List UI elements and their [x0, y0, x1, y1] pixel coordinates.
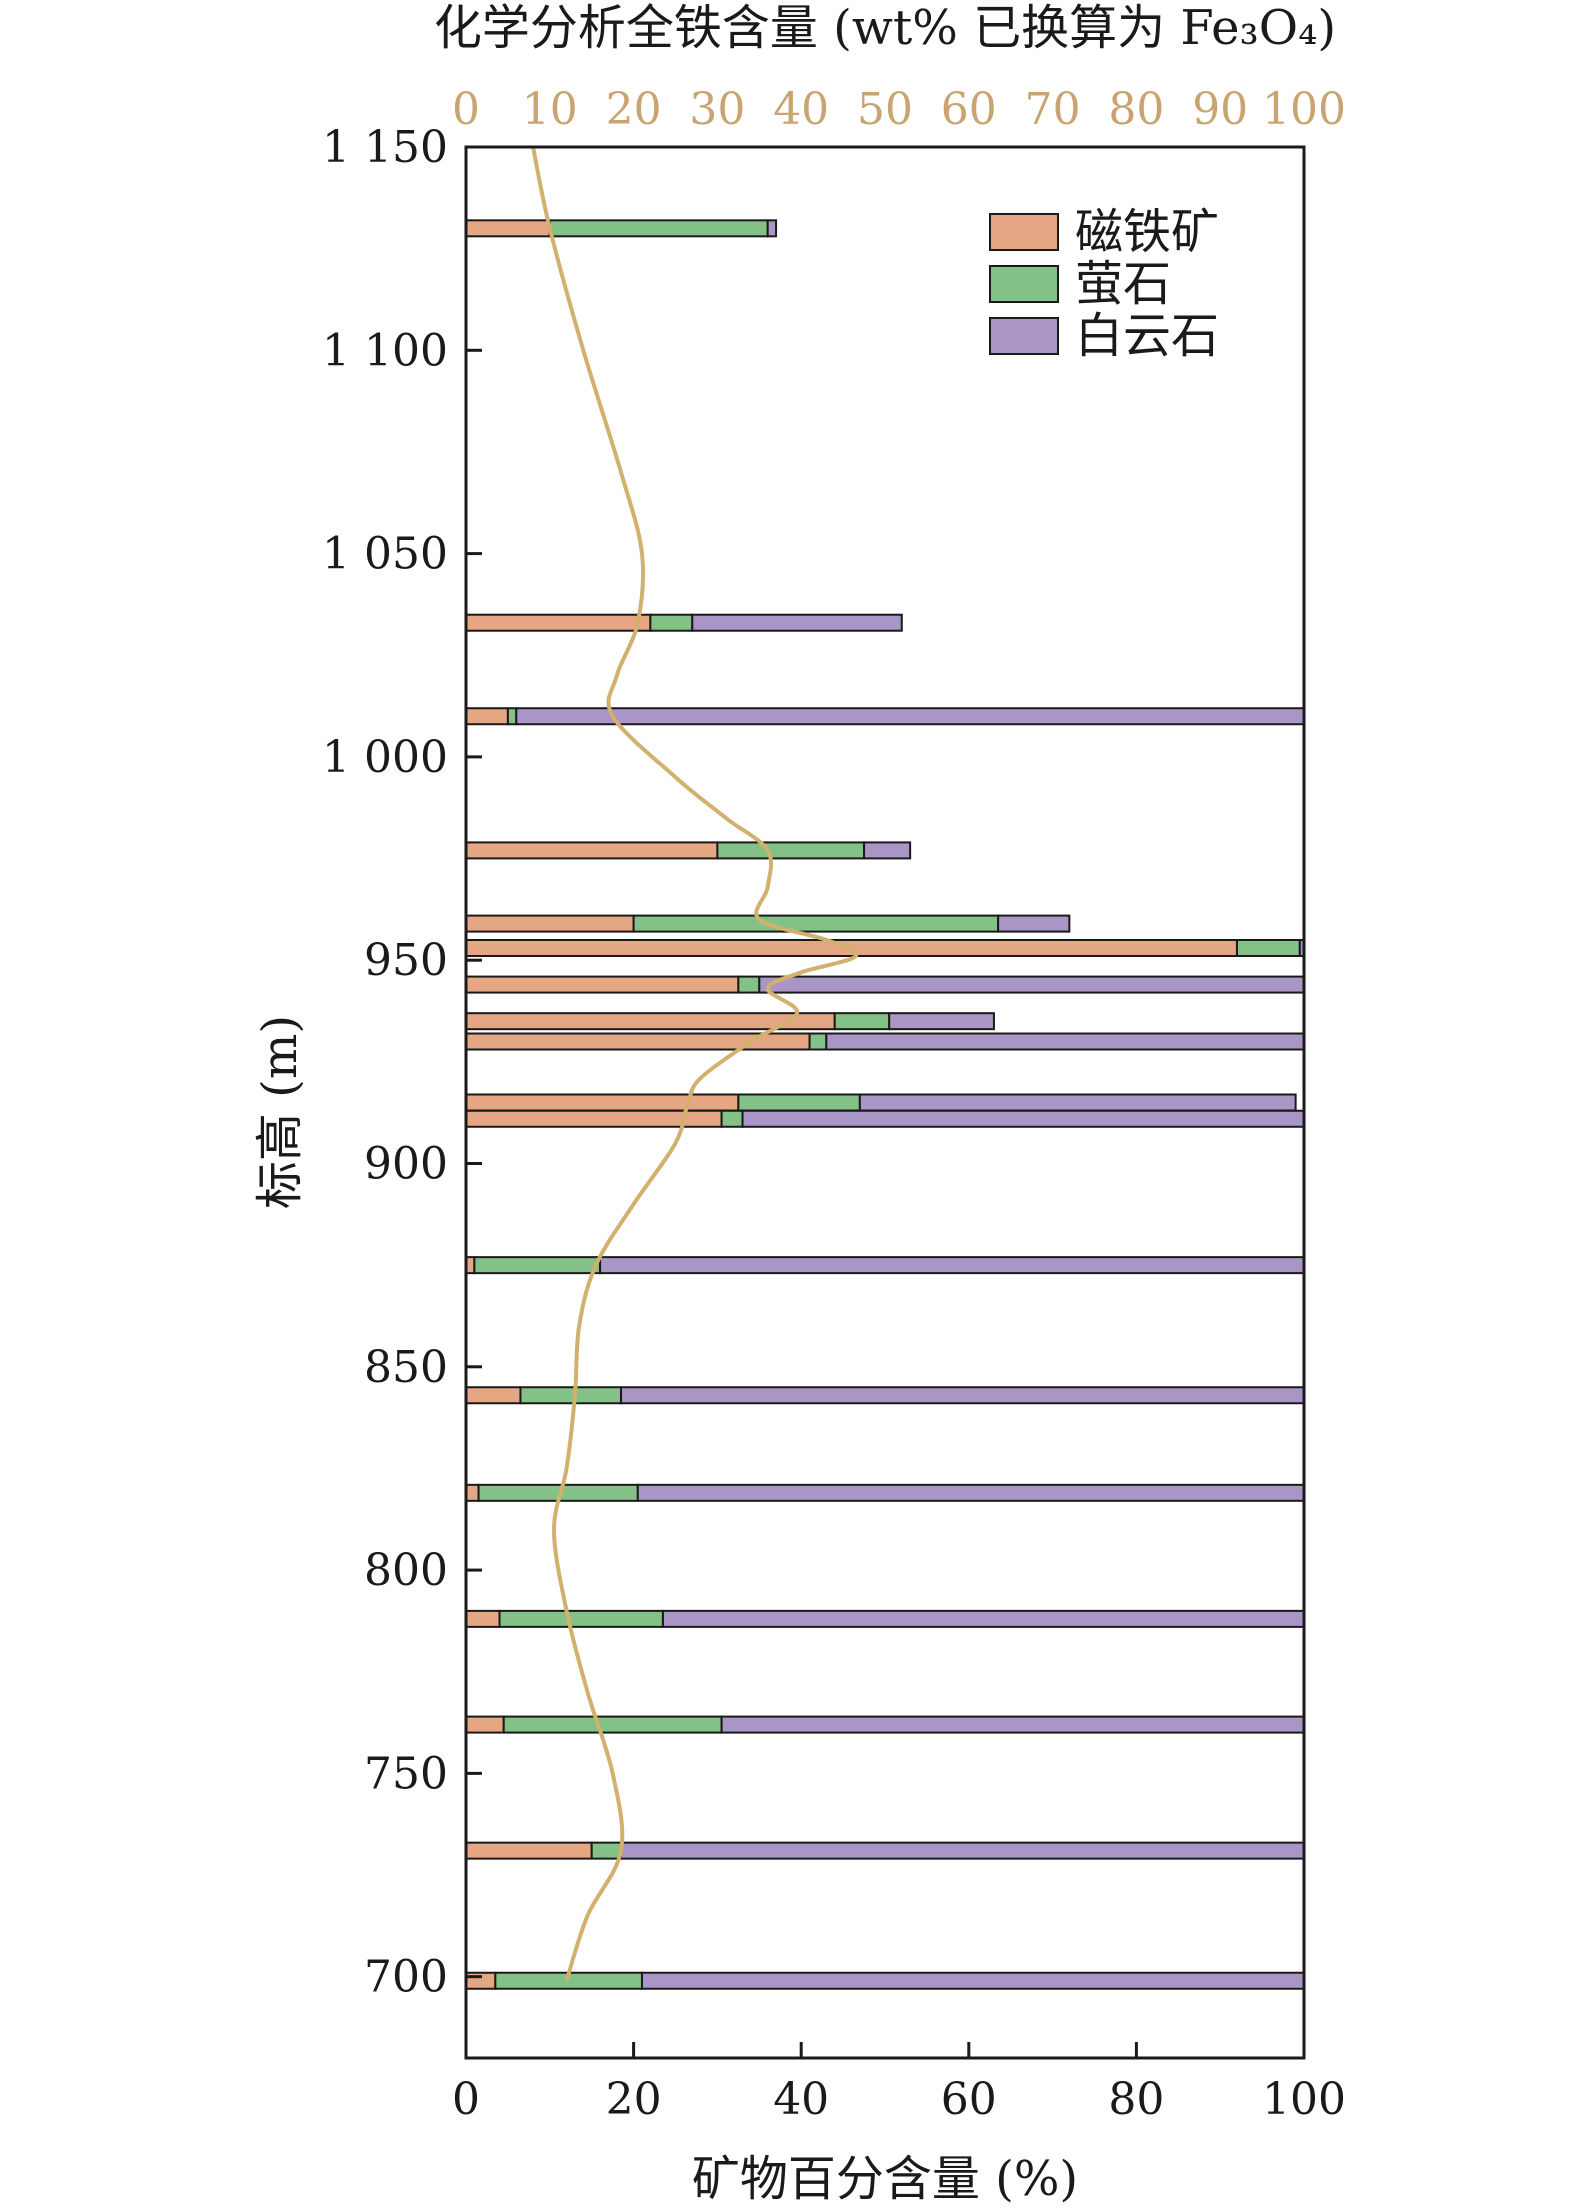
y-tick-label-6: 850: [364, 1342, 448, 1393]
plot-frame: [464, 145, 1306, 2060]
y-tick-label-9: 700: [364, 1952, 448, 2003]
legend-label-magnetite: 磁铁矿: [1075, 204, 1219, 260]
bars-layer: [465, 219, 1306, 1990]
bar-dolomite-12: [620, 1386, 1305, 1405]
bar-fluorite-0: [548, 219, 769, 238]
bar-dolomite-1: [691, 613, 903, 632]
top-tick-label-1: 10: [522, 84, 578, 135]
top-tick-label-9: 90: [1192, 84, 1248, 135]
top-tick-label-3: 30: [689, 84, 745, 135]
bar-magnetite-4: [465, 914, 635, 933]
y-tick-label-5: 900: [364, 1138, 448, 1189]
bar-dolomite-10: [741, 1109, 1305, 1128]
top-tick-label-0: 0: [452, 84, 480, 135]
top-axis-title: 化学分析全铁含量 (wt% 已换算为 Fe₃O₄): [434, 0, 1336, 56]
y-tick-label-8: 750: [364, 1748, 448, 1799]
top-tick-label-8: 80: [1108, 84, 1164, 135]
top-tick-label-6: 60: [941, 84, 997, 135]
bar-dolomite-9: [858, 1093, 1297, 1112]
top-tick-label-5: 50: [857, 84, 913, 135]
bar-dolomite-13: [636, 1483, 1305, 1502]
top-tick-label-4: 40: [773, 84, 829, 135]
left-axis-title: 标高 (m): [252, 1015, 308, 1209]
bottom-axis-title: 矿物百分含量 (%): [692, 2151, 1078, 2207]
bar-dolomite-11: [599, 1256, 1305, 1275]
ticks-layer: 0 20 40 60 80 100 0 10 20 30 40 50 60 70 80 90 100 1 150 1…: [322, 84, 1346, 2125]
iron-curve-layer: [531, 146, 859, 1982]
bar-magnetite-16: [465, 1841, 593, 1860]
bar-fluorite-12: [519, 1386, 623, 1405]
bar-dolomite-7: [888, 1012, 995, 1031]
bar-magnetite-0: [465, 219, 551, 238]
bar-fluorite-2: [506, 707, 518, 726]
bar-magnetite-12: [465, 1386, 522, 1405]
bar-fluorite-9: [737, 1093, 861, 1112]
x-tick-label-4: 80: [1108, 2074, 1164, 2125]
bar-fluorite-11: [473, 1256, 602, 1275]
bar-magnetite-13: [465, 1483, 480, 1502]
bar-dolomite-3: [863, 841, 912, 860]
top-tick-label-7: 70: [1025, 84, 1081, 135]
legend-swatch-fluorite: [989, 265, 1059, 303]
bar-dolomite-6: [758, 975, 1305, 994]
bar-magnetite-9: [465, 1093, 740, 1112]
bar-magnetite-15: [465, 1715, 505, 1734]
legend-label-dolomite: 白云石: [1075, 308, 1219, 364]
bar-dolomite-14: [661, 1609, 1305, 1628]
x-tick-label-1: 20: [606, 2074, 662, 2125]
y-tick-label-0: 1 150: [322, 122, 448, 173]
bar-dolomite-15: [720, 1715, 1305, 1734]
bar-magnetite-3: [465, 841, 719, 860]
legend-swatch-dolomite: [989, 317, 1059, 355]
top-tick-label-2: 20: [606, 84, 662, 135]
y-tick-label-7: 800: [364, 1545, 448, 1596]
bar-fluorite-5: [1235, 938, 1301, 957]
bar-dolomite-2: [515, 707, 1305, 726]
bar-fluorite-8: [808, 1032, 828, 1051]
bar-fluorite-15: [502, 1715, 723, 1734]
y-tick-label-1: 1 100: [322, 325, 448, 376]
bar-fluorite-14: [498, 1609, 664, 1628]
bar-fluorite-3: [716, 841, 866, 860]
bar-fluorite-1: [649, 613, 694, 632]
x-tick-label-0: 0: [452, 2074, 480, 2125]
iron-content-curve: [531, 146, 859, 1982]
bar-fluorite-16: [590, 1841, 623, 1860]
y-tick-label-3: 1 000: [322, 732, 448, 783]
bar-magnetite-1: [465, 613, 652, 632]
x-tick-label-5: 100: [1262, 2074, 1346, 2125]
y-tick-label-2: 1 050: [322, 529, 448, 580]
bar-fluorite-4: [632, 914, 1000, 933]
bar-fluorite-10: [720, 1109, 744, 1128]
bar-fluorite-7: [833, 1012, 891, 1031]
bar-magnetite-6: [465, 975, 740, 994]
bar-dolomite-16: [620, 1841, 1305, 1860]
bar-dolomite-8: [825, 1032, 1306, 1051]
y-tick-label-4: 950: [364, 935, 448, 986]
legend-label-fluorite: 萤石: [1075, 256, 1171, 312]
bar-fluorite-6: [737, 975, 761, 994]
legend: 磁铁矿 萤石 白云石: [989, 204, 1219, 364]
x-tick-label-3: 60: [941, 2074, 997, 2125]
legend-swatch-magnetite: [989, 213, 1059, 251]
bar-dolomite-4: [997, 914, 1071, 933]
bar-dolomite-0: [766, 219, 778, 238]
top-tick-label-10: 100: [1262, 84, 1346, 135]
bar-magnetite-17: [465, 1971, 497, 1990]
bar-magnetite-2: [465, 707, 509, 726]
x-tick-label-2: 40: [773, 2074, 829, 2125]
bar-dolomite-17: [640, 1971, 1305, 1990]
bar-magnetite-14: [465, 1609, 501, 1628]
